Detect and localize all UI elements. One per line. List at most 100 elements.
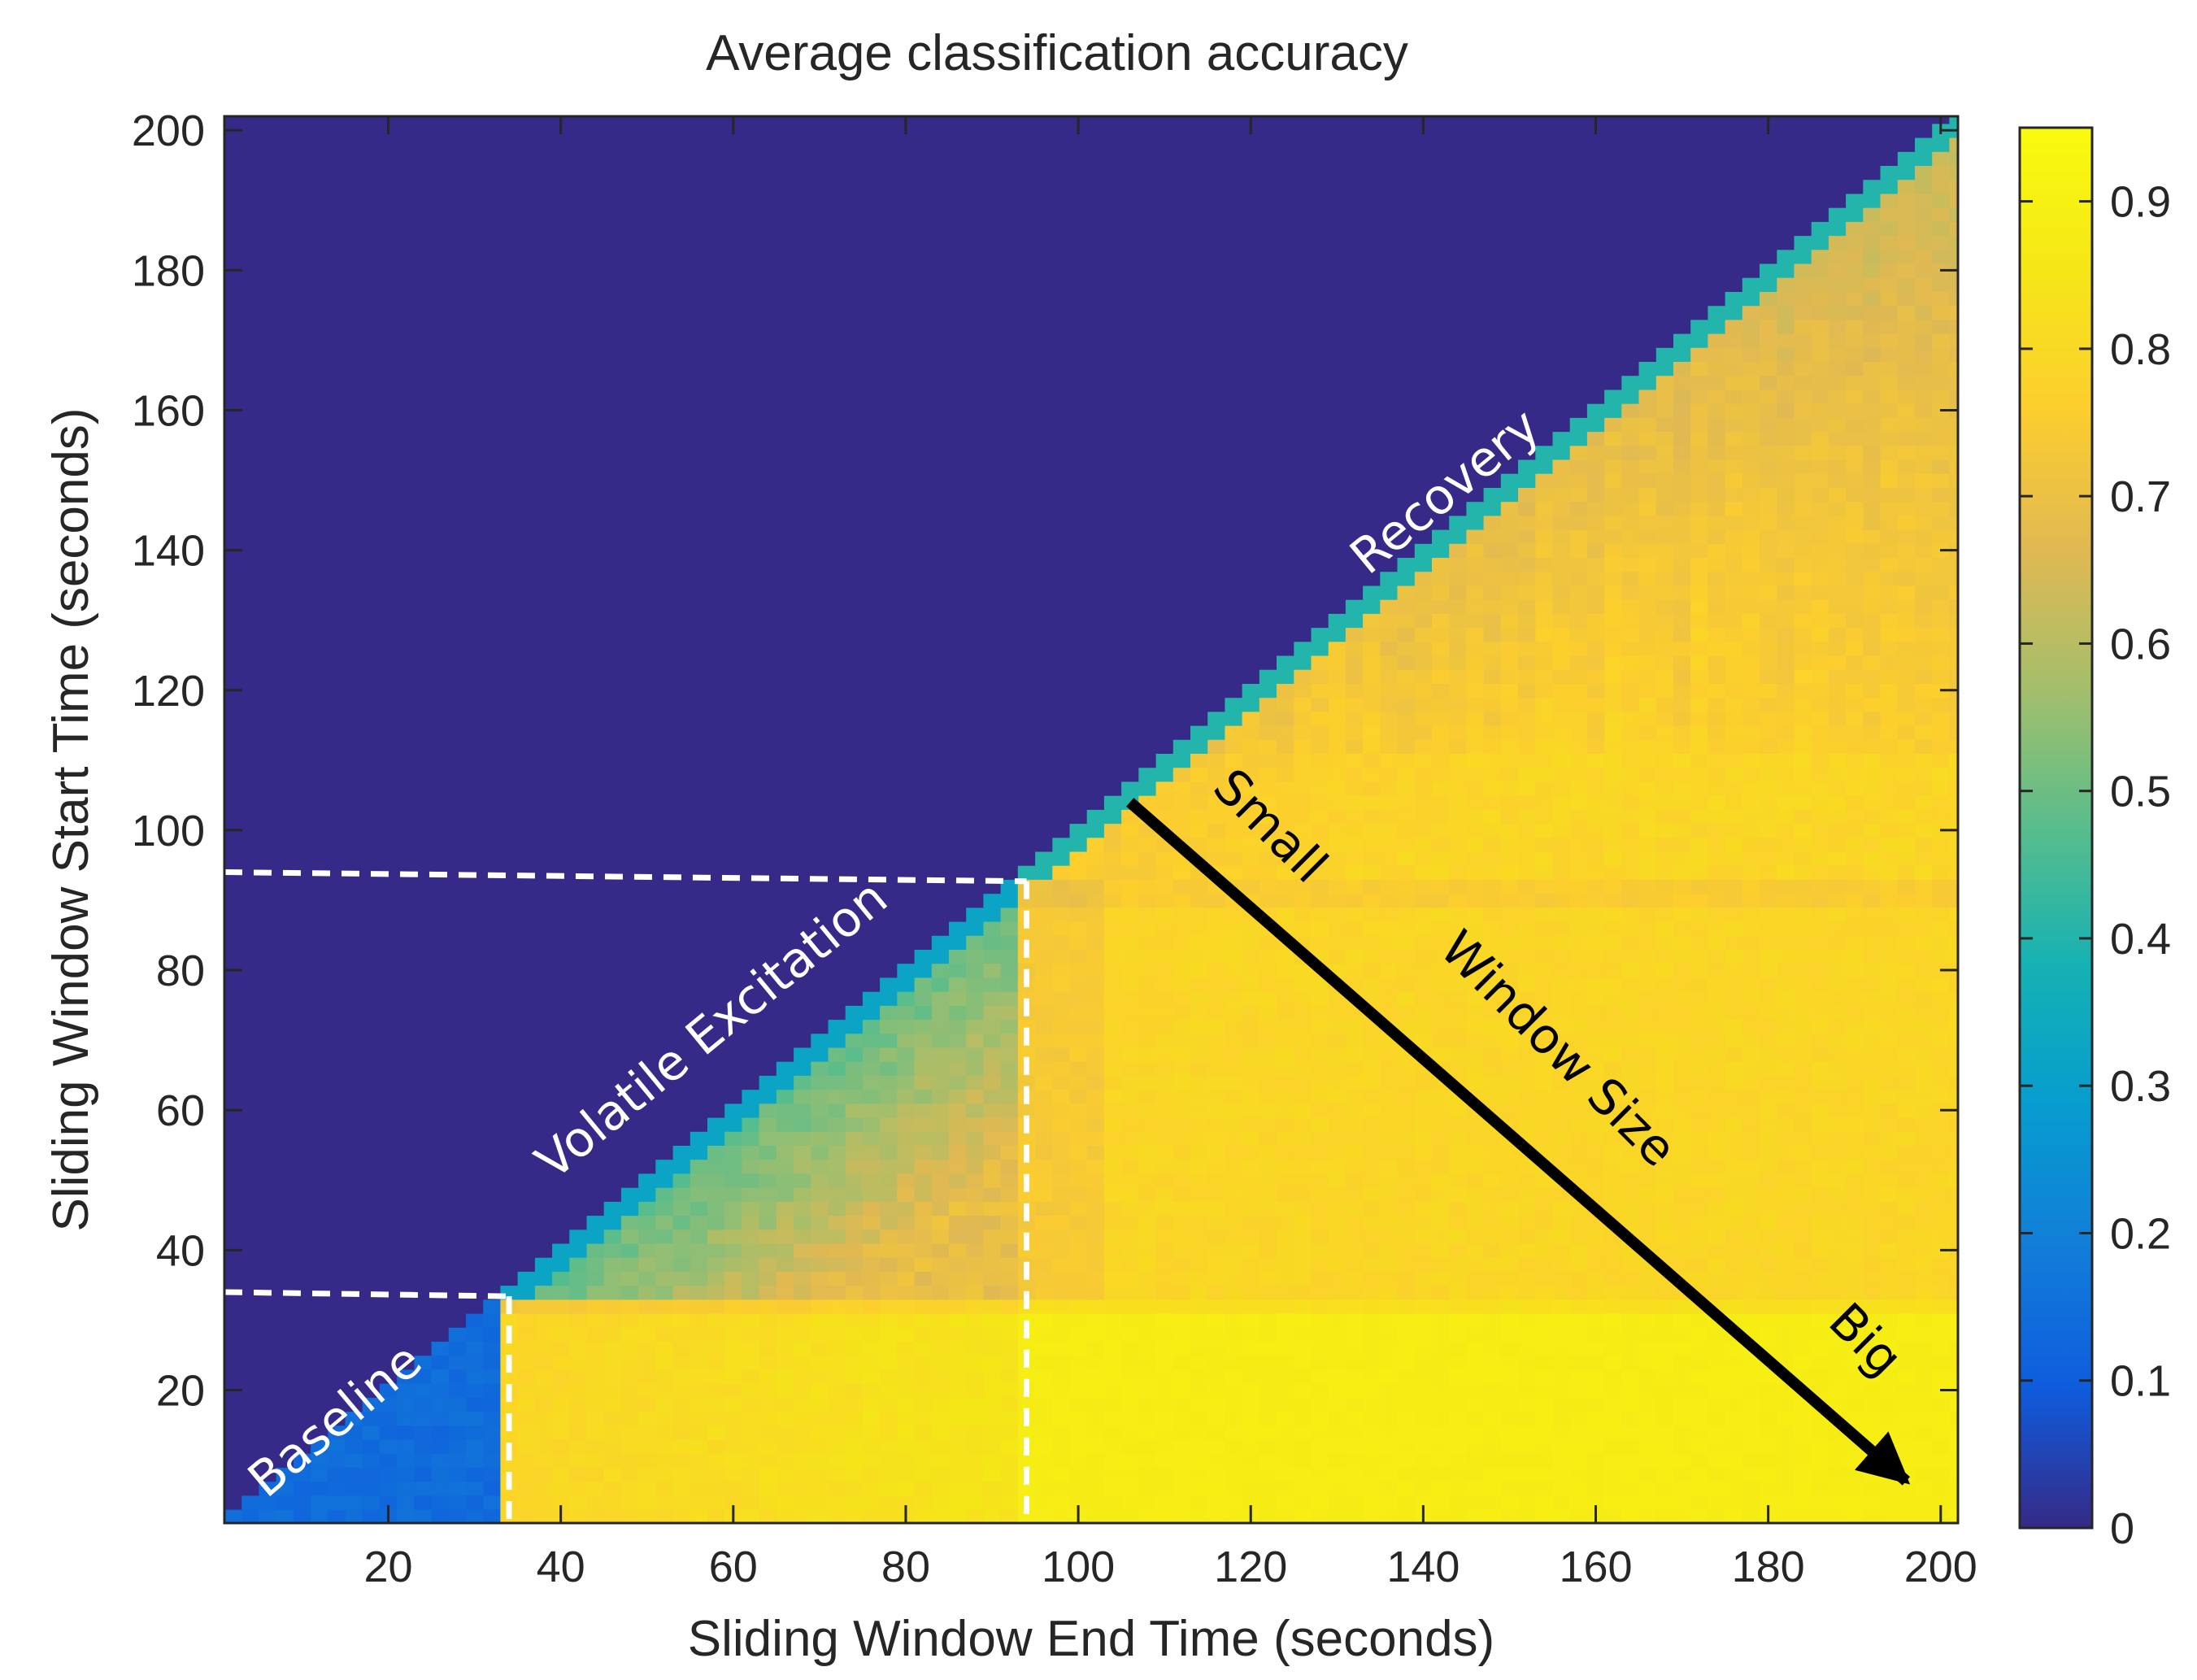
- heatmap-cell: [1035, 1075, 1054, 1090]
- heatmap-cell: [1328, 1019, 1346, 1034]
- heatmap-cell: [1880, 1438, 1899, 1454]
- heatmap-cell: [1259, 1145, 1277, 1160]
- heatmap-cell: [1277, 963, 1294, 978]
- heatmap-cell: [1311, 1131, 1329, 1146]
- heatmap-cell: [1725, 851, 1743, 866]
- heatmap-cell: [1655, 879, 1674, 894]
- heatmap-cell: [1915, 990, 1933, 1006]
- heatmap-cell: [811, 823, 829, 838]
- heatmap-cell: [1932, 977, 1951, 992]
- heatmap-cell: [224, 1186, 242, 1202]
- heatmap-cell: [259, 1215, 277, 1230]
- heatmap-cell: [1949, 893, 1958, 908]
- heatmap-cell: [1535, 990, 1554, 1006]
- heatmap-cell: [1363, 1243, 1381, 1258]
- heatmap-cell: [880, 1495, 898, 1510]
- heatmap-cell: [1794, 1495, 1812, 1510]
- heatmap-cell: [897, 823, 916, 838]
- heatmap-cell: [1052, 1075, 1071, 1090]
- heatmap-cell: [1794, 907, 1812, 922]
- heatmap-cell: [759, 1047, 777, 1062]
- heatmap-cell: [1449, 1145, 1468, 1160]
- heatmap-cell: [1466, 1201, 1485, 1216]
- heatmap-cell: [1103, 1243, 1122, 1258]
- heatmap-cell: [845, 837, 864, 852]
- heatmap-cell: [655, 1481, 674, 1496]
- heatmap-cell: [1432, 1186, 1450, 1202]
- heatmap-cell: [1794, 963, 1812, 978]
- heatmap-cell: [620, 1327, 639, 1342]
- heatmap-cell: [742, 879, 760, 894]
- heatmap-cell: [966, 864, 985, 880]
- heatmap-cell: [466, 879, 484, 894]
- heatmap-cell: [707, 1312, 725, 1328]
- heatmap-cell: [1363, 1495, 1381, 1510]
- heatmap-cell: [966, 893, 985, 908]
- heatmap-cell: [638, 837, 657, 852]
- heatmap-cell: [1207, 1047, 1226, 1062]
- heatmap-cell: [880, 990, 898, 1006]
- heatmap-cell: [828, 1131, 846, 1146]
- heatmap-cell: [1535, 1312, 1554, 1328]
- heatmap-cell: [966, 1256, 985, 1272]
- heatmap-cell: [1380, 1369, 1399, 1384]
- heatmap-cell: [534, 963, 553, 978]
- heatmap-cell: [845, 1033, 864, 1048]
- heatmap-cell: [1863, 864, 1882, 880]
- heatmap-cell: [1052, 1299, 1071, 1314]
- heatmap-cell: [620, 977, 639, 992]
- heatmap-cell: [328, 1299, 346, 1314]
- heatmap-cell: [759, 1382, 777, 1398]
- heatmap-cell: [983, 1438, 1002, 1454]
- heatmap-cell: [1017, 921, 1036, 936]
- heatmap-cell: [1397, 1369, 1416, 1384]
- heatmap-cell: [414, 1173, 433, 1188]
- heatmap-cell: [1259, 1243, 1277, 1258]
- heatmap-cell: [1414, 1256, 1433, 1272]
- heatmap-cell: [293, 1271, 311, 1286]
- heatmap-cell: [603, 935, 622, 950]
- heatmap-cell: [534, 1369, 553, 1384]
- heatmap-cell: [276, 1201, 294, 1216]
- heatmap-cell: [1397, 1173, 1416, 1188]
- heatmap-cell: [379, 1256, 398, 1272]
- heatmap-cell: [1949, 1116, 1958, 1132]
- heatmap-cell: [1414, 1452, 1433, 1468]
- heatmap-cell: [1225, 1452, 1243, 1468]
- heatmap-cell: [1259, 1438, 1277, 1454]
- heatmap-cell: [431, 1201, 450, 1216]
- heatmap-cell: [690, 1355, 708, 1370]
- heatmap-cell: [586, 921, 605, 936]
- heatmap-cell: [1811, 907, 1829, 922]
- heatmap-cell: [862, 977, 881, 992]
- heatmap-cell: [276, 1173, 294, 1188]
- heatmap-cell: [241, 1215, 260, 1230]
- heatmap-cell: [569, 823, 588, 838]
- heatmap-cell: [362, 1005, 381, 1021]
- heatmap-cell: [603, 963, 622, 978]
- heatmap-cell: [293, 907, 311, 922]
- heatmap-cell: [1277, 1369, 1294, 1384]
- heatmap-cell: [345, 1425, 363, 1440]
- heatmap-cell: [517, 1060, 536, 1076]
- heatmap-cell: [672, 1327, 691, 1342]
- heatmap-cell: [1760, 1005, 1777, 1021]
- heatmap-cell: [1449, 1508, 1468, 1523]
- heatmap-cell: [1500, 1411, 1519, 1426]
- heatmap-cell: [1518, 1075, 1536, 1090]
- heatmap-cell: [1172, 1159, 1191, 1174]
- heatmap-cell: [1121, 1452, 1140, 1468]
- heatmap-cell: [1742, 1256, 1760, 1272]
- heatmap-cell: [1328, 1047, 1346, 1062]
- heatmap-cell: [845, 921, 864, 936]
- heatmap-cell: [569, 1243, 588, 1258]
- heatmap-cell: [1708, 879, 1726, 894]
- heatmap-cell: [397, 879, 415, 894]
- heatmap-cell: [1552, 1033, 1571, 1048]
- heatmap-cell: [1483, 837, 1502, 852]
- heatmap-cell: [241, 1019, 260, 1034]
- heatmap-cell: [828, 879, 846, 894]
- heatmap-cell: [517, 1173, 536, 1188]
- heatmap-cell: [1794, 921, 1812, 936]
- heatmap-cell: [1294, 1047, 1312, 1062]
